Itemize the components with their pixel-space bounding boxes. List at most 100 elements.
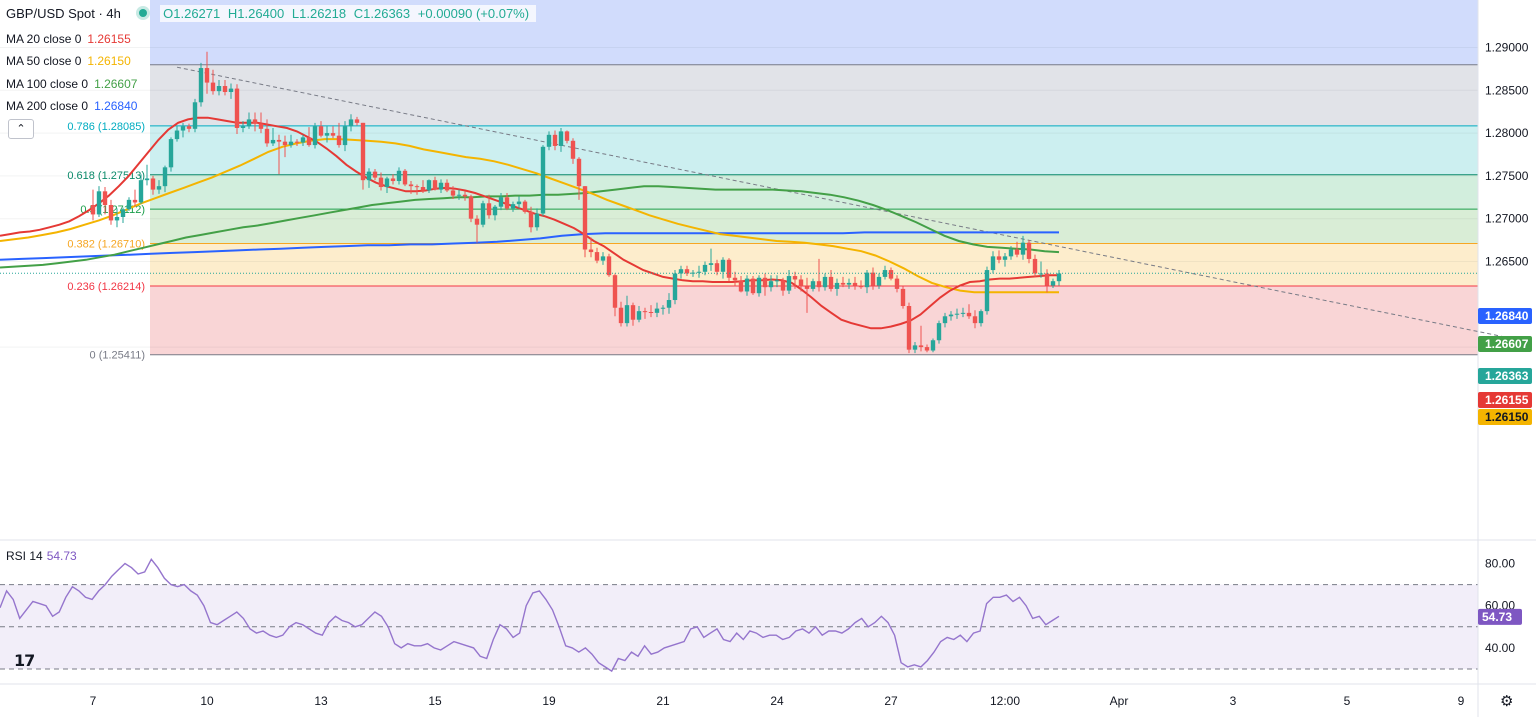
candle-body [420, 187, 426, 191]
candle-body [270, 139, 276, 144]
candle-body [948, 314, 954, 317]
candle-body [1038, 273, 1044, 275]
symbol-title[interactable]: GBP/USD Spot · 4h [6, 6, 121, 21]
candle-body [984, 270, 990, 312]
candle-body [582, 186, 588, 250]
candle-body [330, 133, 336, 136]
chevron-up-icon[interactable]: ⌃ [8, 119, 34, 139]
candle-body [252, 119, 258, 124]
candle-body [858, 285, 864, 288]
candle-body [1056, 273, 1062, 282]
chart-header: GBP/USD Spot · 4h O1.26271 H1.26400 L1.2… [6, 5, 537, 22]
candle-body [102, 191, 108, 206]
candle-body [660, 307, 666, 309]
candle-body [426, 180, 432, 191]
candle-body [732, 277, 738, 281]
candle-body [762, 277, 768, 288]
rsi-line [0, 558, 1060, 673]
ma50-legend[interactable]: MA 50 close 0 1.26150 [6, 54, 131, 68]
candle-body [396, 170, 402, 182]
candle-body [738, 280, 744, 292]
time-tick-label: 27 [884, 694, 898, 708]
low-value: L1.26218 [291, 6, 347, 21]
candle-body [180, 126, 186, 131]
candle-body [618, 307, 624, 324]
open-value: O1.26271 [163, 6, 221, 21]
candle-body [822, 276, 828, 288]
time-tick-label: 19 [542, 694, 556, 708]
candle-body [390, 178, 396, 182]
candle-body [1044, 273, 1050, 286]
rsi-label: RSI 14 [6, 549, 43, 563]
ma20-line [0, 116, 1059, 330]
fib-zone [150, 125, 1478, 175]
rsi-tag-box [1478, 608, 1522, 625]
candle-body [978, 311, 984, 324]
candle-body [360, 122, 366, 181]
ma50-line [0, 138, 1059, 294]
candle-body [234, 88, 240, 128]
candle-body [906, 306, 912, 350]
candle-body [144, 178, 150, 181]
candle-body [258, 123, 264, 129]
ma200-legend[interactable]: MA 200 close 0 1.26840 [6, 99, 137, 113]
rsi-pane [0, 539, 1536, 673]
candle-body [318, 126, 324, 136]
candle-body [588, 249, 594, 253]
ma20-value: 1.26155 [87, 32, 131, 46]
candle-body [960, 312, 966, 314]
price-tag-label: 1.26840 [1485, 309, 1529, 323]
candle-body [624, 305, 630, 324]
candle-body [972, 316, 978, 324]
high-value: H1.26400 [227, 6, 285, 21]
candle-body [846, 282, 852, 285]
candle-body [936, 323, 942, 341]
gear-icon[interactable]: ⚙ [1500, 693, 1514, 710]
candle-body [474, 218, 480, 225]
candle-body [444, 182, 450, 191]
candle-body [810, 281, 816, 289]
candle-body [918, 345, 924, 348]
candle-body [1014, 249, 1020, 255]
candle-body [828, 276, 834, 289]
time-tick-label: 24 [770, 694, 784, 708]
candle-body [576, 158, 582, 187]
candle-body [282, 141, 288, 146]
candle-body [198, 68, 204, 103]
ma100-legend[interactable]: MA 100 close 0 1.26607 [6, 77, 137, 91]
candle-body [96, 191, 102, 215]
ma100-value: 1.26607 [94, 77, 138, 91]
dashed-trendline [176, 66, 1522, 341]
fib-zone [150, 285, 1478, 355]
candle-body [456, 194, 462, 196]
candle-body [510, 204, 516, 209]
candle-body [156, 186, 162, 190]
price-tick-label: 1.26500 [1485, 255, 1529, 269]
candle-body [150, 178, 156, 190]
candle-body [528, 211, 534, 228]
candle-body [306, 137, 312, 146]
candle-body [120, 209, 126, 217]
candle-body [930, 340, 936, 351]
candle-body [132, 199, 138, 203]
candle-body [678, 269, 684, 274]
tradingview-logo[interactable]: 17 [14, 651, 35, 670]
price-tag-box [1478, 308, 1532, 324]
fib-zone [150, 209, 1478, 244]
rsi-tick-label: 40.00 [1485, 641, 1515, 655]
candle-body [540, 146, 546, 214]
rsi-value: 54.73 [46, 549, 77, 563]
trendline [176, 66, 1522, 341]
time-tick-label: Apr [1110, 694, 1129, 708]
candle-body [684, 269, 690, 274]
candle-body [522, 201, 528, 212]
price-tags: 1.26840 1.26607 1.26363 1.26155 1.26150 54.73 [1478, 308, 1532, 625]
ma20-legend[interactable]: MA 20 close 0 1.26155 [6, 32, 131, 46]
rsi-legend[interactable]: RSI 14 54.73 [6, 549, 77, 563]
candle-body [210, 82, 216, 92]
price-tag-label: 1.26363 [1485, 369, 1529, 383]
candle-body [90, 205, 96, 215]
candle-body [564, 131, 570, 141]
candle-body [894, 278, 900, 289]
